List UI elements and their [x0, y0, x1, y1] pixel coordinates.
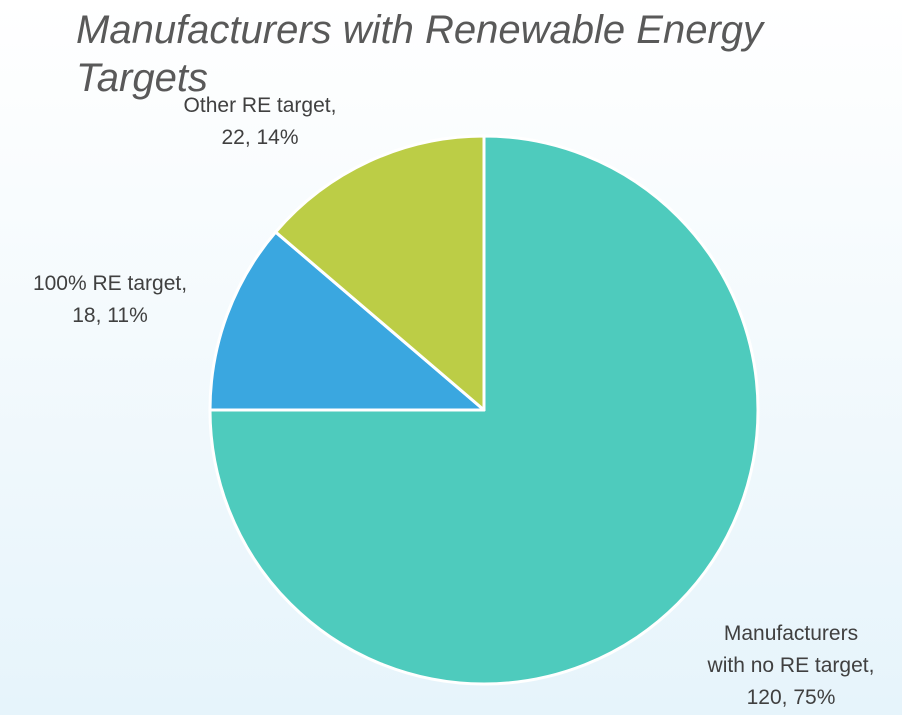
slice-label-other-re-target: Other RE target, 22, 14%: [150, 90, 370, 154]
pie-slice-other-re-target: [274, 134, 486, 412]
slice-label-line: 120, 75%: [746, 686, 836, 709]
slice-label-line: Other RE target,: [183, 94, 337, 117]
slice-label-line: Manufacturers: [723, 622, 859, 645]
pie-slice-100-re-target: [208, 230, 486, 412]
slice-label-line: 18, 11%: [72, 304, 148, 327]
chart-title: Manufacturers with Renewable Energy Targ…: [76, 8, 764, 100]
slice-label-line: 100% RE target,: [32, 272, 188, 295]
slice-label-line: with no RE target,: [707, 654, 875, 677]
slice-label-100-re-target: 100% RE target, 18, 11%: [10, 268, 210, 332]
pie-slice-no-re-target: [208, 134, 760, 686]
slice-label-no-re-target: Manufacturers with no RE target, 120, 75…: [680, 618, 902, 714]
slice-label-line: 22, 14%: [221, 126, 299, 149]
